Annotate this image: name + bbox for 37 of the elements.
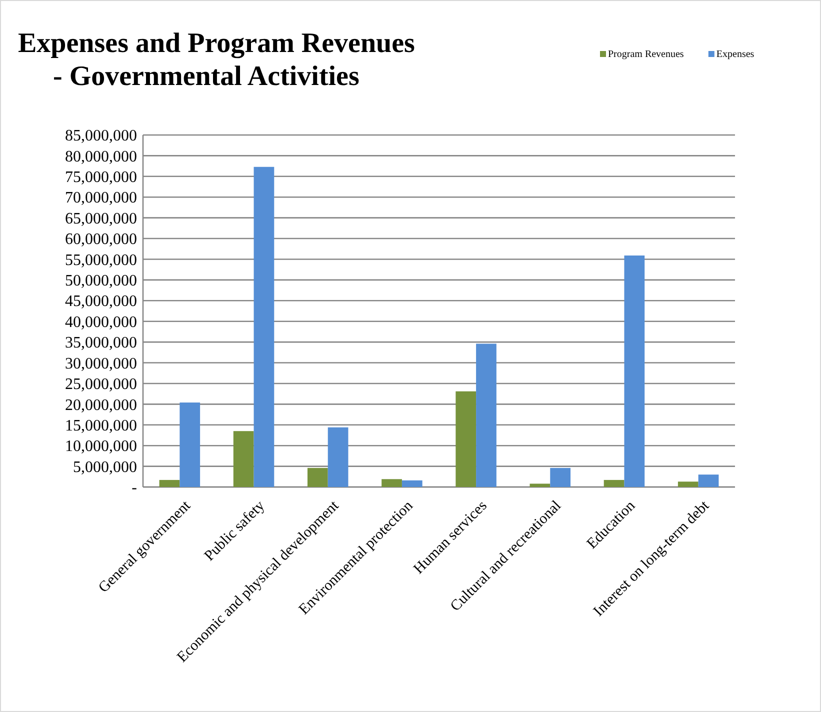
y-tick-label: 85,000,000: [65, 128, 137, 145]
bar: [307, 468, 328, 487]
y-tick-label: 25,000,000: [65, 376, 137, 394]
y-tick-label: 45,000,000: [65, 293, 137, 310]
bar: [530, 484, 550, 487]
legend-label: Program Revenues: [608, 49, 684, 60]
bar: [254, 166, 274, 487]
bar: [476, 344, 496, 487]
y-tick-label: 70,000,000: [65, 190, 137, 207]
bar: [456, 391, 476, 487]
bar: [159, 480, 180, 487]
bar: [180, 402, 200, 487]
y-tick-label: 65,000,000: [65, 210, 137, 228]
bar: [233, 431, 254, 487]
bar: [698, 474, 719, 487]
y-tick-label: 35,000,000: [65, 334, 137, 352]
bar: [624, 256, 645, 487]
y-tick-label: 60,000,000: [65, 231, 137, 248]
bar: [328, 427, 348, 487]
bar: [402, 480, 422, 487]
y-tick-label: 55,000,000: [65, 252, 137, 269]
y-tick-label: 40,000,000: [65, 314, 137, 331]
legend-label: Expenses: [716, 49, 754, 60]
bar: [550, 468, 571, 487]
y-tick-label: -: [132, 480, 137, 497]
bar: [678, 482, 698, 487]
bar: [382, 479, 402, 487]
y-tick-label: 20,000,000: [65, 396, 137, 414]
y-tick-label: 30,000,000: [65, 355, 137, 372]
chart-title: Expenses and Program Revenues - Governmental Activities: [18, 28, 416, 92]
bar: [604, 480, 624, 487]
y-tick-label: 80,000,000: [65, 148, 137, 166]
y-tick-label: 15,000,000: [65, 417, 137, 434]
y-tick-label: 50,000,000: [65, 272, 137, 290]
y-tick-label: 10,000,000: [65, 438, 137, 456]
y-tick-label: 5,000,000: [73, 458, 137, 476]
y-tick-label: 75,000,000: [65, 169, 137, 186]
